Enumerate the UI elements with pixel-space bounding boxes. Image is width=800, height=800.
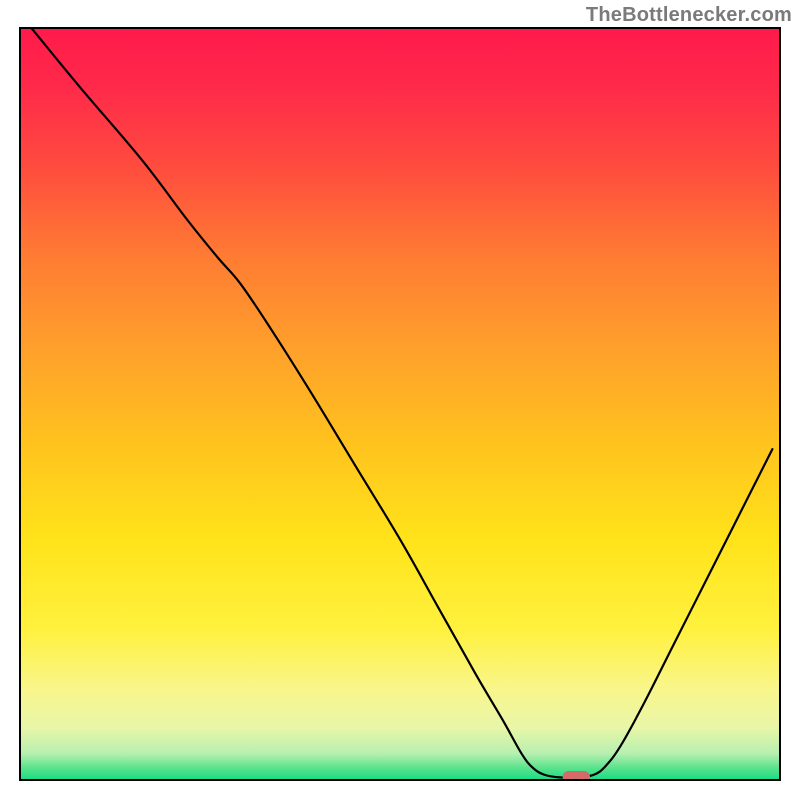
gradient-background (20, 28, 780, 780)
bottleneck-chart (0, 0, 800, 800)
optimum-marker (563, 771, 590, 783)
chart-frame: { "watermark": { "text": "TheBottlenecke… (0, 0, 800, 800)
